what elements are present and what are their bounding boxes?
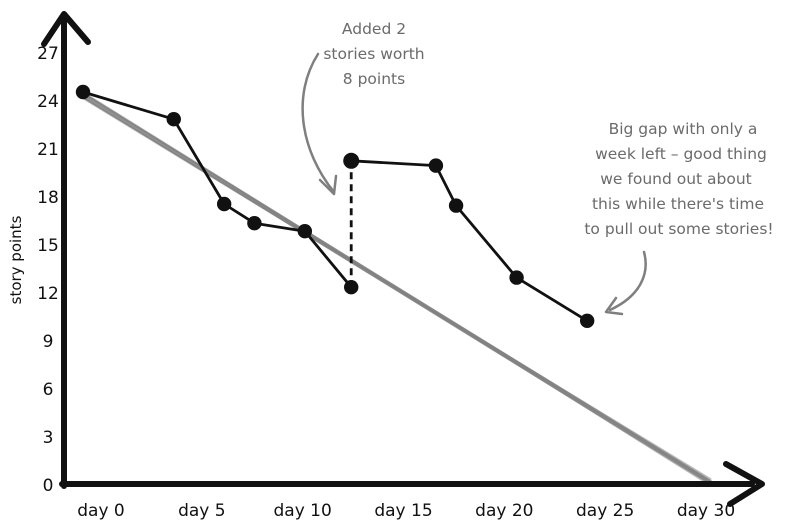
series-segment	[81, 90, 176, 121]
y-axis-arrow	[41, 11, 91, 47]
series-segment	[172, 117, 226, 206]
series-segment	[303, 229, 353, 289]
y-tick-label: 3	[43, 428, 54, 448]
data-point	[247, 216, 262, 231]
annotation-gap-line-5: to pull out some stories!	[584, 220, 773, 238]
annotation-gap-line-2: week left – good thing	[595, 145, 767, 163]
data-point	[448, 198, 464, 213]
series-segment	[434, 164, 458, 208]
x-tick-label: day 30	[677, 501, 735, 521]
annotation-added-line-3: 8 points	[343, 70, 405, 88]
y-axis-label: story points	[7, 215, 25, 304]
data-point	[216, 196, 232, 212]
y-tick-label: 18	[37, 188, 59, 208]
y-tick-label: 0	[43, 476, 54, 496]
y-tick-label: 27	[37, 44, 59, 64]
data-point	[344, 280, 359, 295]
x-tick-label: day 25	[576, 501, 634, 521]
annotation-big-gap: Big gap with only a week left – good thi…	[584, 120, 774, 316]
annotation-added-stories: Added 2 stories worth 8 points	[301, 20, 425, 196]
y-tick-label: 12	[37, 284, 59, 304]
x-tick-label: day 5	[178, 501, 226, 521]
data-point	[579, 313, 595, 328]
y-tick-label: 6	[43, 380, 54, 400]
series-segment	[349, 159, 438, 168]
annotation-gap-arrow	[608, 250, 647, 312]
x-tick-label: day 20	[475, 501, 533, 521]
axes	[41, 11, 765, 507]
data-point	[509, 270, 524, 285]
x-tick-labels: day 0 day 5 day 10 day 15 day 20 day 25 day 30	[77, 501, 735, 521]
annotation-gap-line-1: Big gap with only a	[609, 120, 758, 138]
series-segment	[253, 221, 307, 233]
y-tick-label: 9	[43, 332, 54, 352]
annotation-added-arrowhead	[318, 174, 338, 196]
x-tick-label: day 10	[274, 501, 332, 521]
annotation-added-line-1: Added 2	[342, 20, 406, 38]
y-tick-labels: 0 3 6 9 12 15 18 21 24 27	[37, 44, 59, 496]
ideal-trend-line	[80, 91, 713, 486]
data-point	[297, 224, 313, 239]
x-axis-arrow	[723, 461, 765, 507]
y-tick-label: 21	[37, 140, 59, 160]
data-point	[343, 152, 360, 169]
annotation-added-arrow	[301, 52, 336, 194]
data-point	[166, 112, 181, 127]
y-tick-label: 15	[37, 236, 59, 256]
data-point	[75, 84, 91, 100]
annotation-gap-line-4: this while there's time	[592, 195, 764, 213]
annotation-added-line-2: stories worth	[323, 45, 424, 63]
data-point	[428, 158, 444, 173]
actual-series	[75, 84, 595, 328]
x-tick-label: day 0	[77, 501, 125, 521]
y-tick-label: 24	[37, 92, 59, 112]
annotation-gap-arrowhead	[604, 296, 624, 316]
series-segment	[454, 204, 518, 280]
annotation-gap-line-3: we found out about	[600, 170, 752, 188]
ideal-line-stroke	[81, 91, 711, 486]
x-tick-label: day 15	[374, 501, 432, 521]
series-segment	[515, 276, 589, 323]
